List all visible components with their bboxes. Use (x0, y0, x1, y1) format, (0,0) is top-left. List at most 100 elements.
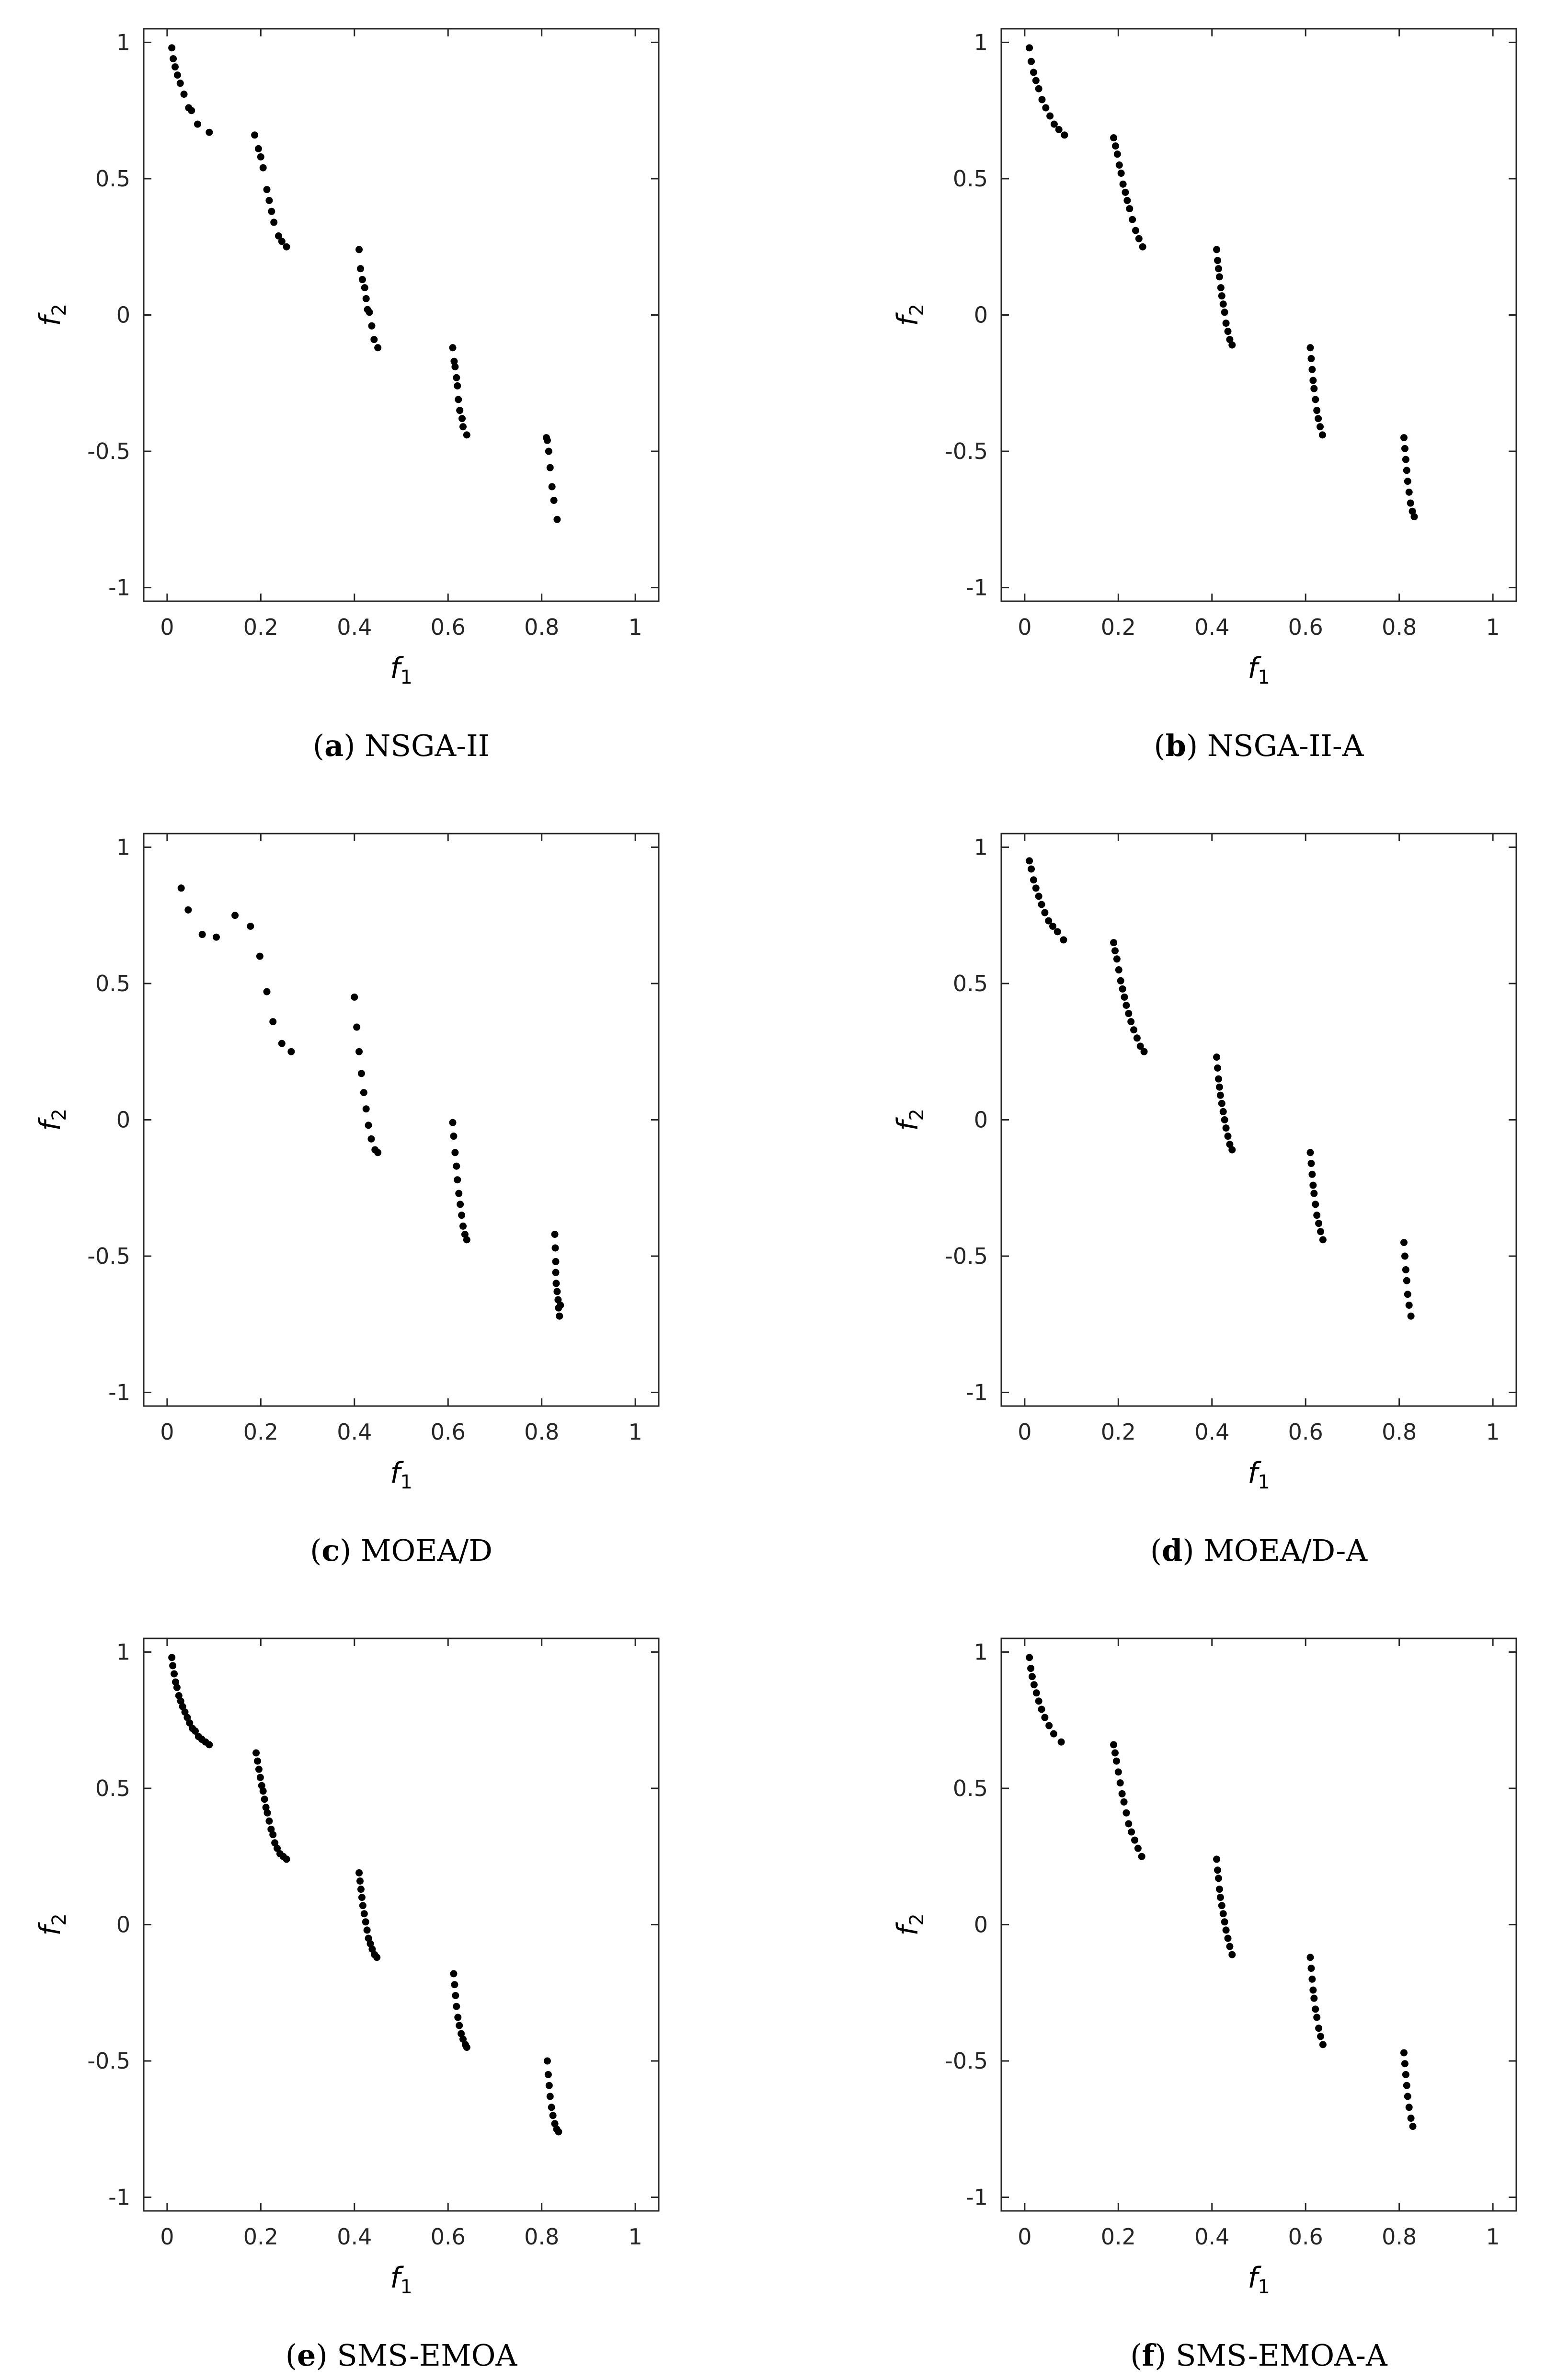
y-tick-label: -0.5 (87, 1243, 130, 1269)
data-point (1213, 246, 1221, 253)
data-point (453, 374, 460, 381)
data-point (1130, 1026, 1138, 1034)
data-point (278, 1040, 286, 1047)
data-point (357, 1070, 365, 1077)
y-tick-label: 0.5 (953, 166, 988, 192)
data-point (451, 363, 459, 371)
data-point (459, 2036, 467, 2043)
data-point (449, 1119, 457, 1126)
data-point (194, 120, 201, 128)
data-point (1035, 85, 1042, 92)
data-point (1113, 955, 1121, 963)
data-point (458, 2030, 465, 2037)
data-point (1405, 2104, 1413, 2111)
x-axis-label: f1 (1248, 652, 1270, 688)
data-point (1110, 939, 1118, 947)
data-point (1046, 112, 1054, 120)
y-tick-label: -1 (108, 2185, 130, 2210)
x-tick-label: 1 (628, 1419, 642, 1445)
data-point (184, 906, 192, 914)
data-point (356, 265, 364, 273)
x-tick-label: 0.6 (1288, 1419, 1323, 1445)
chart-panel-d: 0 0.2 0.4 0.6 0.8 1 -1 -0.5 0 0.5 1 f1 f2 (858, 805, 1538, 1523)
caption-text: SMS-EMOA-A (1176, 2338, 1387, 2373)
data-point (1310, 385, 1318, 392)
data-point (1221, 1116, 1228, 1123)
data-point (1041, 909, 1049, 916)
data-point (1410, 513, 1418, 521)
x-tick-label: 0.8 (524, 2224, 559, 2250)
data-point (1032, 77, 1040, 84)
scatter-plot: 0 0.2 0.4 0.6 0.8 1 -1 -0.5 0 0.5 1 f1 f2 (891, 1637, 1517, 2298)
y-tick-label: 0 (974, 1912, 988, 1938)
data-point (551, 1231, 559, 1238)
data-point (1405, 488, 1413, 496)
x-tick-label: 0 (160, 2224, 174, 2250)
data-point (1028, 865, 1035, 873)
data-point (1032, 1689, 1040, 1697)
data-point (1030, 69, 1037, 76)
data-point (1035, 892, 1042, 900)
data-point (452, 1991, 459, 1999)
plot-frame (1000, 1637, 1517, 2212)
data-point (1050, 120, 1058, 128)
data-point (545, 447, 552, 455)
data-point (278, 238, 286, 245)
data-point (271, 1839, 279, 1847)
data-point (1404, 1291, 1411, 1298)
data-point (1038, 96, 1046, 103)
data-point (265, 197, 273, 204)
data-point (183, 1714, 191, 1721)
data-point (1118, 1790, 1126, 1797)
data-point (1128, 1828, 1135, 1836)
data-point (1226, 1141, 1234, 1148)
data-point (1125, 1820, 1133, 1828)
caption-letter: a (324, 728, 344, 763)
chart-panel-e: 0 0.2 0.4 0.6 0.8 1 -1 -0.5 0 0.5 1 f1 f2 (0, 1610, 680, 2328)
data-point (254, 145, 262, 152)
x-tick-label: 0.4 (337, 1419, 372, 1445)
caption-text: NSGA-II (365, 728, 490, 763)
data-point (1309, 377, 1317, 384)
y-tick-label: -1 (108, 575, 130, 601)
data-point (1307, 1965, 1315, 1972)
data-point (370, 336, 378, 343)
y-axis-label: f2 (34, 304, 70, 326)
data-point (1054, 928, 1061, 936)
data-point (1113, 150, 1121, 158)
data-point (550, 496, 558, 504)
data-point (1120, 1798, 1128, 1806)
data-point (1135, 235, 1143, 242)
data-point (1401, 1252, 1409, 1260)
data-point (1121, 993, 1128, 1001)
data-point (206, 128, 213, 136)
y-axis-label: f2 (891, 1109, 928, 1131)
x-tick-label: 0.4 (337, 2224, 372, 2250)
data-point (1312, 2005, 1319, 2013)
data-point (231, 912, 239, 919)
data-point (176, 80, 184, 87)
data-point (553, 1288, 561, 1295)
data-point (361, 284, 368, 292)
data-point (454, 1176, 461, 1184)
data-point (1319, 2041, 1327, 2048)
data-point (362, 295, 370, 302)
data-point (1216, 1091, 1224, 1099)
data-point (458, 1212, 466, 1219)
data-point (1131, 1836, 1139, 1844)
plot-frame (1000, 833, 1517, 1407)
data-point (546, 2093, 554, 2100)
data-point (262, 1804, 270, 1811)
data-point (251, 131, 259, 139)
data-point (451, 1149, 459, 1156)
data-point (177, 1697, 184, 1705)
data-point (179, 1703, 186, 1710)
data-point (1026, 44, 1033, 52)
x-tick-label: 0.4 (1194, 2224, 1229, 2250)
data-point (188, 107, 195, 114)
data-point (170, 55, 177, 63)
data-point (1409, 2123, 1417, 2130)
data-point (555, 2128, 562, 2136)
y-tick-label: 1 (116, 1639, 130, 1665)
